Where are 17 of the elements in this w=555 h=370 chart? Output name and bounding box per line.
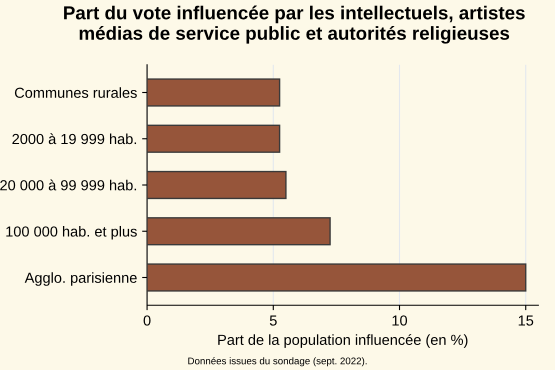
y-tick-label: 2000 à 19 999 hab. [12,133,136,144]
bar [147,170,287,200]
y-tick-label: 100 000 hab. et plus [6,226,137,240]
text: Données issues du sondage (sept. 2022). [188,357,367,366]
bar [147,124,280,153]
x-tick-label: 0 [144,315,151,326]
bar [147,263,526,292]
x-tick-label: 15 [518,316,534,326]
x-tick-label: 10 [392,315,408,326]
y-tick-label: 20 000 à 99 999 hab. [0,180,136,190]
chart-title: Part du vote influencée par les intellectuels, artistes médias de service public et autorités religieuses [64,6,525,44]
y-tick-label: Agglo. parisienne [24,272,137,286]
bar [147,78,280,107]
y-tick-label: Communes rurales [14,87,137,98]
x-axis-title: Part de la population influencée (en %) [218,334,468,348]
bar [147,217,331,246]
x-tick-label: 5 [270,316,277,326]
